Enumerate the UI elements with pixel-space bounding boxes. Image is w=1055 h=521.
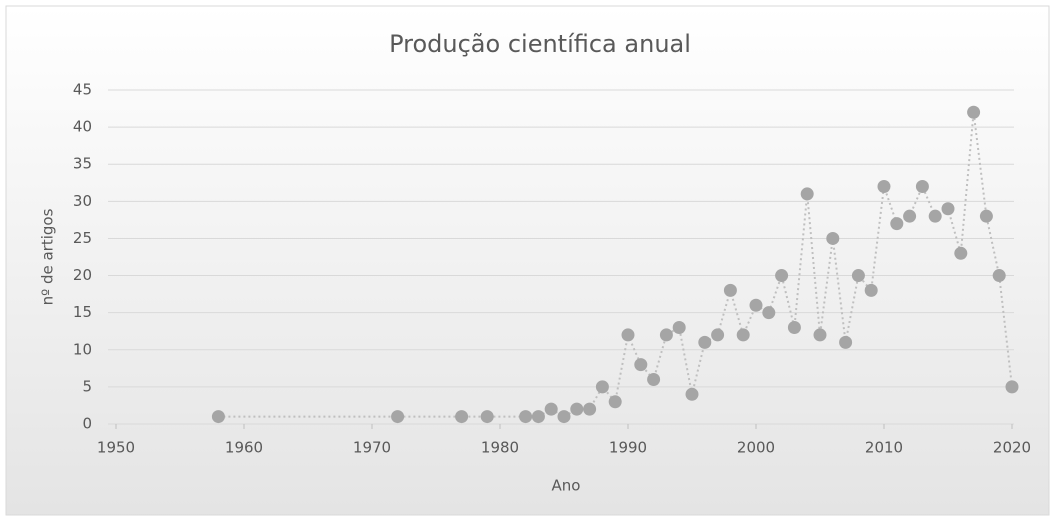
point (877, 179, 891, 193)
x-tick-label: 2000 (737, 439, 775, 457)
y-tick-label: 20 (73, 266, 92, 284)
x-tick-label: 1990 (609, 439, 647, 457)
point (455, 410, 469, 424)
y-tick-label: 25 (73, 229, 92, 247)
point (992, 269, 1006, 283)
point (851, 269, 865, 283)
y-tick-label: 30 (73, 192, 92, 210)
point (800, 187, 814, 201)
point (659, 328, 673, 342)
point (391, 410, 405, 424)
x-tick-label: 2020 (993, 439, 1031, 457)
y-axis-label: nº de artigos (39, 208, 57, 305)
y-tick-label: 15 (73, 303, 92, 321)
point (903, 209, 917, 223)
y-tick-label: 45 (73, 81, 92, 99)
point (583, 402, 597, 416)
point (557, 410, 571, 424)
point (864, 283, 878, 297)
y-tick-label: 0 (82, 415, 92, 433)
point (595, 380, 609, 394)
x-tick-label: 1970 (353, 439, 391, 457)
point (531, 410, 545, 424)
point (775, 269, 789, 283)
point (1005, 380, 1019, 394)
x-tick-label: 1980 (481, 439, 519, 457)
y-tick-label: 10 (73, 340, 92, 358)
point (570, 402, 584, 416)
point (711, 328, 725, 342)
x-tick-label: 2010 (865, 439, 903, 457)
x-tick-label: 1950 (97, 439, 135, 457)
point (211, 410, 225, 424)
point (608, 395, 622, 409)
point (839, 335, 853, 349)
point (544, 402, 558, 416)
point (928, 209, 942, 223)
y-tick-label: 5 (82, 377, 92, 395)
point (826, 231, 840, 245)
point (813, 328, 827, 342)
point (519, 410, 533, 424)
point (941, 202, 955, 216)
point (787, 321, 801, 335)
point (890, 217, 904, 231)
point (723, 283, 737, 297)
point (672, 321, 686, 335)
point (480, 410, 494, 424)
y-tick-label: 40 (73, 118, 92, 136)
point (634, 358, 648, 372)
point (915, 179, 929, 193)
point (954, 246, 968, 260)
chart-area (5, 5, 1050, 516)
point (967, 105, 981, 119)
point (647, 372, 661, 386)
point (762, 306, 776, 320)
point (979, 209, 993, 223)
y-tick-label: 35 (73, 155, 92, 173)
point (698, 335, 712, 349)
x-tick-label: 1960 (225, 439, 263, 457)
point (621, 328, 635, 342)
x-axis-label: Ano (552, 477, 581, 495)
point (736, 328, 750, 342)
chart-title: Produção científica anual (389, 30, 691, 58)
point (685, 387, 699, 401)
point (749, 298, 763, 312)
